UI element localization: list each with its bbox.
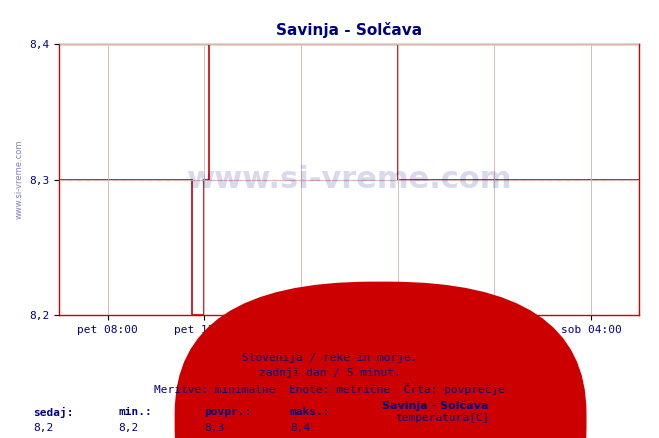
Text: Savinja - Solčava: Savinja - Solčava xyxy=(382,401,488,411)
Text: maks.:: maks.: xyxy=(290,407,330,417)
Text: sedaj:: sedaj: xyxy=(33,407,73,418)
Text: www.si-vreme.com: www.si-vreme.com xyxy=(186,165,512,194)
Text: zadnji dan / 5 minut.: zadnji dan / 5 minut. xyxy=(258,368,401,378)
Text: min.:: min.: xyxy=(119,407,152,417)
Text: 8,3: 8,3 xyxy=(204,423,225,433)
Text: 8,4: 8,4 xyxy=(290,423,310,433)
Text: 8,2: 8,2 xyxy=(119,423,139,433)
Text: 8,2: 8,2 xyxy=(33,423,53,433)
Text: povpr.:: povpr.: xyxy=(204,407,252,417)
Text: temperatura[C]: temperatura[C] xyxy=(395,413,490,423)
Text: Meritve: minimalne  Enote: metrične  Črta: povprečje: Meritve: minimalne Enote: metrične Črta:… xyxy=(154,383,505,395)
Text: Slovenija / reke in morje.: Slovenija / reke in morje. xyxy=(242,353,417,363)
Text: www.si-vreme.com: www.si-vreme.com xyxy=(14,140,23,219)
Title: Savinja - Solčava: Savinja - Solčava xyxy=(276,22,422,39)
